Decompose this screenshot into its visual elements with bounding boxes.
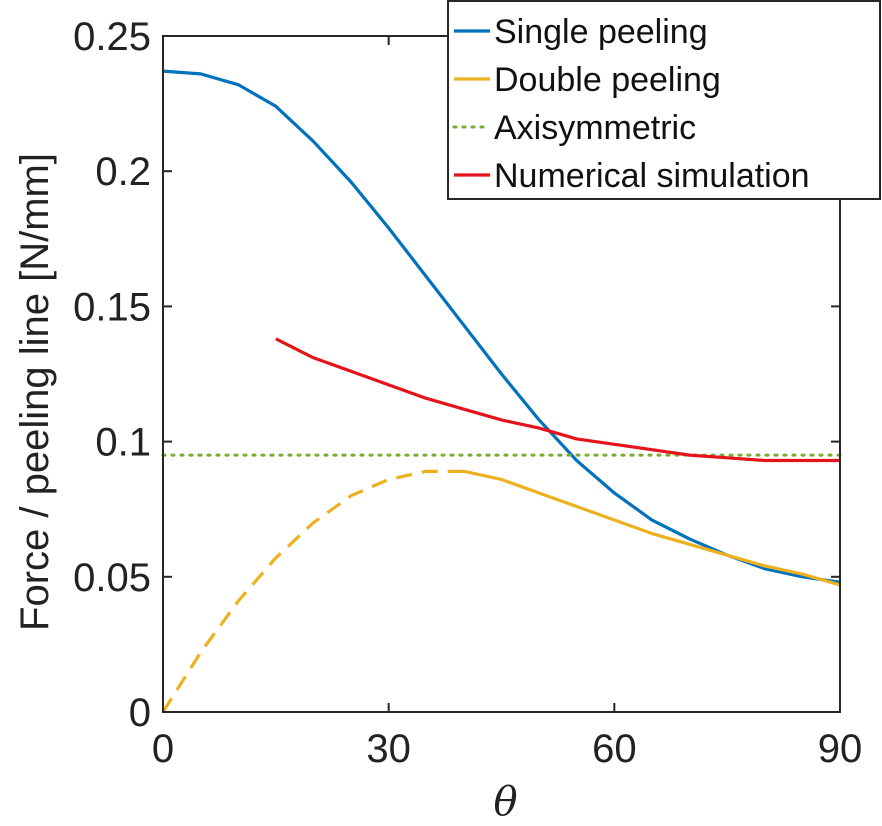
y-tick-label: 0.2 (95, 150, 151, 194)
x-axis-label: θ (493, 779, 517, 825)
legend-box (447, 0, 881, 200)
x-tick-label: 0 (152, 727, 174, 771)
y-axis-label: Force / peeling line [N/mm] (13, 153, 57, 631)
series-line-double-peeling-dashed (161, 469, 449, 713)
legend-label-axisymmetric: Axisymmetric (494, 109, 696, 147)
y-tick-label: 0.25 (73, 15, 151, 59)
y-tick-label: 0.15 (73, 285, 151, 329)
legend: Single peeling Double peeling Axisymmetric… (447, 0, 881, 200)
series-line-double-peeling (448, 469, 841, 587)
plot-series (161, 69, 842, 713)
legend-label-double-peeling: Double peeling (494, 61, 721, 99)
x-tick-label: 90 (818, 727, 863, 771)
x-tick-label: 60 (592, 727, 637, 771)
y-tick-label: 0.1 (95, 421, 151, 465)
series-line-numerical-simulation (275, 337, 840, 463)
y-tick-label: 0 (129, 691, 151, 735)
y-tick-label: 0.05 (73, 556, 151, 600)
y-axis-ticks: 0 0.05 0.1 0.15 0.2 0.25 (73, 15, 840, 735)
legend-label-single-peeling: Single peeling (494, 13, 708, 51)
legend-label-numerical-simulation: Numerical simulation (494, 157, 810, 195)
x-tick-label: 30 (366, 727, 411, 771)
